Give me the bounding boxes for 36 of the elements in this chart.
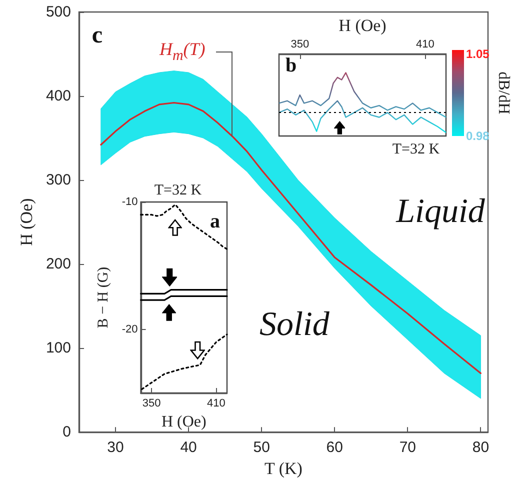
y-axis-title: B − H (G) xyxy=(96,266,112,328)
x-tick-label: 40 xyxy=(180,439,197,456)
y-axis-title: H (Oe) xyxy=(17,198,36,246)
line-series xyxy=(278,100,447,134)
y-tick-label: 100 xyxy=(46,340,71,357)
x-tick-label: 410 xyxy=(416,38,434,50)
chart-title: T=32 K xyxy=(154,182,202,198)
x-tick-label: 350 xyxy=(290,38,310,50)
annotation: a xyxy=(210,210,220,234)
y-tick-label: 400 xyxy=(46,88,71,105)
x-axis-title: T (K) xyxy=(264,459,302,478)
x-tick-label: 60 xyxy=(326,439,343,456)
annotation: Liquid xyxy=(396,192,485,231)
y-tick-label: 200 xyxy=(46,256,71,273)
y-tick-label: 300 xyxy=(46,172,71,189)
x-tick-label: 70 xyxy=(399,439,416,456)
x-tick-label: 410 xyxy=(207,398,226,410)
annotation: b xyxy=(285,54,297,78)
line-series xyxy=(140,204,228,250)
x-tick-label: 30 xyxy=(107,439,124,456)
text: H$_{m}$(T) xyxy=(159,39,206,65)
y-tick-label: -10 xyxy=(122,196,138,208)
line-series xyxy=(141,334,228,390)
color-bar-title: dB/dH xyxy=(494,72,511,114)
x-tick-label: 50 xyxy=(253,439,270,456)
line-series xyxy=(278,72,447,118)
y-tick-label: 500 xyxy=(46,4,71,20)
y-tick-label: -20 xyxy=(122,323,138,336)
y-tick-label: 0 xyxy=(62,424,71,441)
annotation: c xyxy=(92,22,103,50)
annotation: Solid xyxy=(260,306,330,344)
x-tick-label: 350 xyxy=(142,398,161,410)
x-axis-title: H (Oe) xyxy=(161,414,206,430)
x-tick-label: 80 xyxy=(472,439,490,456)
annotation: T=32 K xyxy=(392,142,440,158)
x-axis-title: H (Oe) xyxy=(338,16,386,35)
